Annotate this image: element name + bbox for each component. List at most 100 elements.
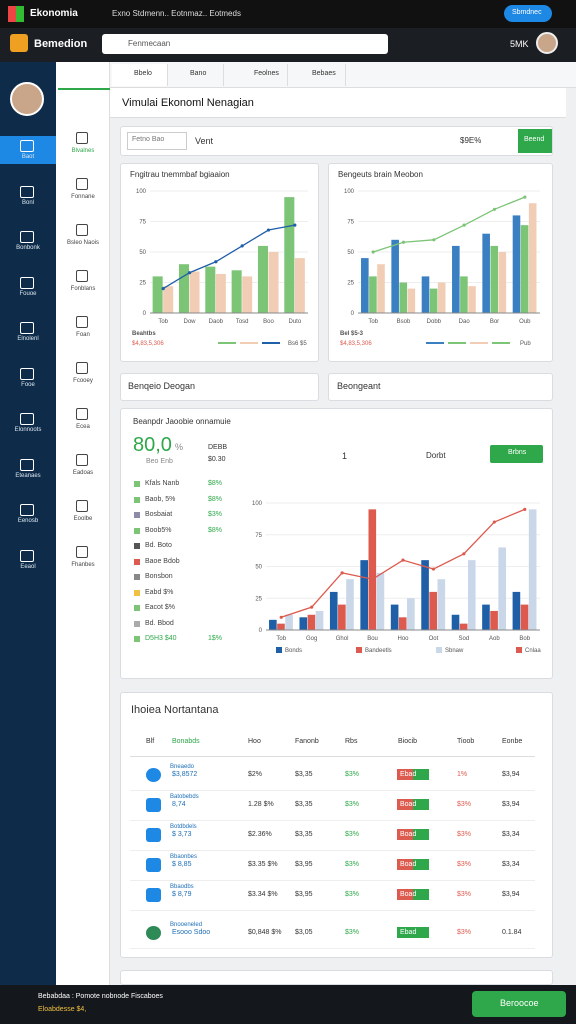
tab[interactable] <box>168 64 224 86</box>
line <box>162 224 295 290</box>
app-name: Ekonomia <box>30 8 78 19</box>
nav-label[interactable]: Fooe <box>21 381 35 388</box>
legend-swatch <box>134 589 140 596</box>
line-point <box>523 195 527 199</box>
top-button[interactable] <box>504 5 552 22</box>
subnav-icon <box>76 546 88 558</box>
tab[interactable] <box>112 64 168 86</box>
legend-swatch <box>134 558 140 565</box>
bar <box>421 276 430 313</box>
x-tick-label: Boo <box>263 319 274 325</box>
subnav-label[interactable]: Blvalnes <box>71 148 95 154</box>
bar <box>299 617 308 630</box>
x-tick-label: Dobb <box>427 319 442 325</box>
nav-label[interactable]: Elnolenl <box>17 336 39 342</box>
bar <box>520 225 529 313</box>
nav-label[interactable]: Bonbonk <box>16 245 40 251</box>
line-point <box>492 207 497 211</box>
bar <box>390 604 399 630</box>
nav-label[interactable]: Baot <box>21 154 35 160</box>
kpi-button-label[interactable]: Brbns <box>508 449 527 456</box>
row-line <box>130 850 535 851</box>
subnav <box>56 62 110 985</box>
tab[interactable] <box>290 64 346 86</box>
y-tick-label: 50 <box>347 250 354 256</box>
legend-title: Bel $5-3 <box>340 331 364 337</box>
bar <box>307 614 316 630</box>
subnav-label[interactable]: Fcooey <box>73 378 93 384</box>
nav-icon <box>20 549 34 562</box>
line-point <box>187 271 192 275</box>
subnav-label[interactable]: Fonnane <box>71 194 95 200</box>
legend-label: Bandeetls <box>365 648 392 654</box>
footer-button-label[interactable]: Beroocoe <box>500 998 539 1008</box>
table-cell: $3,94 <box>502 801 520 808</box>
legend-swatch <box>448 342 466 344</box>
kpi-button[interactable] <box>490 445 543 463</box>
status-pill <box>397 889 429 900</box>
tab[interactable] <box>232 64 288 86</box>
subnav-label[interactable]: Eadoas <box>72 470 94 476</box>
legend-label: Sbnaw <box>445 648 464 654</box>
row-name: Bbaonbes <box>170 854 198 860</box>
table-cell: Esooo Sdoo <box>172 929 211 936</box>
subnav-label[interactable]: Eoolbe <box>73 516 93 522</box>
nav-icon <box>20 413 34 425</box>
table-cell: $2.36% <box>248 831 272 838</box>
table-cell: $3,35 <box>295 831 313 838</box>
x-tick-label: Tosd <box>236 319 249 325</box>
table-cell: 1.28 $% <box>248 801 274 808</box>
tabs-bar <box>110 62 576 88</box>
subnav-label[interactable]: Ecea <box>76 424 90 430</box>
brand-icon <box>10 34 28 52</box>
filter-input[interactable] <box>127 132 187 150</box>
y-tick-label: 100 <box>136 189 147 195</box>
filter-input-text[interactable]: Fetno Bao <box>132 136 165 143</box>
table-header: Hoo <box>248 738 261 745</box>
table-cell: $3% <box>345 831 360 838</box>
bar <box>467 560 476 630</box>
bar <box>377 264 385 313</box>
y-tick-label: 100 <box>252 501 263 507</box>
subnav-label[interactable]: Fonblans <box>70 286 96 292</box>
subnav-icon <box>76 362 88 374</box>
subnav-label[interactable]: Fhanbes <box>71 562 95 568</box>
table-cell: Ebad <box>400 929 417 936</box>
subnav-label[interactable]: Foan <box>76 332 90 338</box>
line-point <box>161 287 165 291</box>
search-text[interactable]: Fenmecaan <box>128 39 171 48</box>
nav-label[interactable]: Elonnoots <box>14 427 42 433</box>
line-point <box>462 223 466 227</box>
status-pill <box>397 769 429 780</box>
kpi-sub: Beo Enb <box>146 458 173 465</box>
legend-swatch <box>134 496 140 503</box>
nav-label[interactable]: Eenosb <box>17 518 39 524</box>
nav-label[interactable]: Bonl <box>21 199 34 206</box>
x-tick-label: Tob <box>158 319 168 325</box>
kpi-unit: % <box>175 442 184 452</box>
x-tick-label: Bor <box>490 319 499 325</box>
y-tick-label: 75 <box>139 220 146 226</box>
filter-button-label[interactable]: Beend <box>524 136 545 143</box>
nav-label[interactable]: Fouoe <box>19 290 37 297</box>
table-cell: $3,34 <box>502 831 520 838</box>
subnav-label[interactable]: Bsleo Naois <box>66 240 99 246</box>
footer-button[interactable] <box>472 991 566 1017</box>
line <box>281 508 526 618</box>
bar <box>512 215 521 313</box>
table-cell: $3% <box>457 831 472 838</box>
filter-button[interactable] <box>518 129 552 153</box>
bar <box>315 610 324 630</box>
chart-title: Fngitrau tnemmbaf bgiaaion <box>130 170 230 179</box>
nav-label[interactable]: Eeaol <box>20 563 36 570</box>
search-box[interactable] <box>102 34 388 54</box>
bar <box>482 604 490 630</box>
legend-swatch <box>262 342 280 344</box>
table-cell: $ 8,79 <box>172 891 192 898</box>
legend-value: $4,83,5,306 <box>340 341 372 347</box>
table-cell: 0.1.84 <box>502 929 522 936</box>
nav-label[interactable]: Eteanaes <box>15 472 41 479</box>
sidebar-avatar <box>10 82 44 116</box>
table-header: Blf <box>146 738 155 745</box>
legend-swatch <box>436 647 442 653</box>
